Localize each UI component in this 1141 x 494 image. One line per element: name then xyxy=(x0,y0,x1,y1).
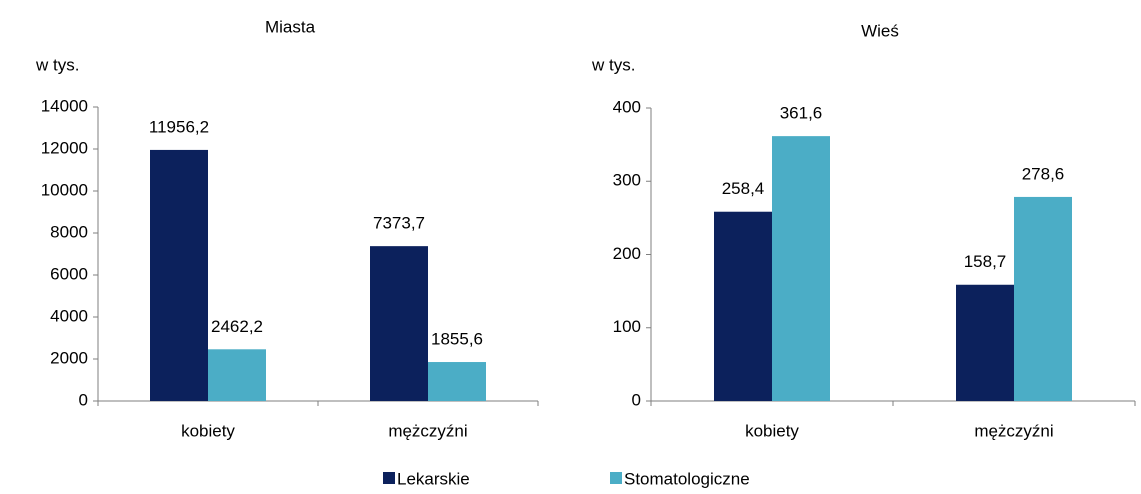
y-tick-label: 400 xyxy=(613,97,641,116)
bar xyxy=(370,246,428,401)
y-axis-label: w tys. xyxy=(591,55,635,74)
legend-swatch xyxy=(383,472,395,484)
x-tick-label: mężczyźni xyxy=(388,421,467,440)
y-tick-label: 4000 xyxy=(50,306,88,325)
data-label: 1855,6 xyxy=(431,330,483,349)
data-label: 278,6 xyxy=(1022,164,1065,183)
bar xyxy=(208,349,266,401)
legend-label: Lekarskie xyxy=(397,469,470,488)
bar xyxy=(428,362,486,401)
y-tick-label: 8000 xyxy=(50,222,88,241)
y-tick-label: 6000 xyxy=(50,264,88,283)
y-tick-label: 0 xyxy=(632,390,641,409)
y-tick-label: 12000 xyxy=(41,138,88,157)
y-tick-label: 200 xyxy=(613,244,641,263)
data-label: 2462,2 xyxy=(211,317,263,336)
data-label: 158,7 xyxy=(964,252,1007,271)
data-label: 361,6 xyxy=(780,104,823,123)
y-tick-label: 100 xyxy=(613,317,641,336)
bar xyxy=(772,136,830,402)
x-tick-label: kobiety xyxy=(745,421,799,440)
y-tick-label: 300 xyxy=(613,171,641,190)
bar xyxy=(714,211,772,401)
chart-title: Wieś xyxy=(861,21,899,40)
data-label: 7373,7 xyxy=(373,214,425,233)
x-tick-label: mężczyźni xyxy=(974,421,1053,440)
legend-swatch xyxy=(610,472,622,484)
data-label: 11956,2 xyxy=(149,117,209,136)
y-tick-label: 0 xyxy=(79,390,88,409)
y-tick-label: 10000 xyxy=(41,180,88,199)
data-label: 258,4 xyxy=(722,179,765,198)
y-tick-label: 14000 xyxy=(41,96,88,115)
x-tick-label: kobiety xyxy=(181,421,235,440)
chart-title: Miasta xyxy=(265,17,316,36)
bar xyxy=(150,149,208,401)
legend-label: Stomatologiczne xyxy=(624,469,750,488)
bar xyxy=(1014,196,1072,401)
y-tick-label: 2000 xyxy=(50,348,88,367)
bar xyxy=(956,284,1014,401)
y-axis-label: w tys. xyxy=(35,55,79,74)
